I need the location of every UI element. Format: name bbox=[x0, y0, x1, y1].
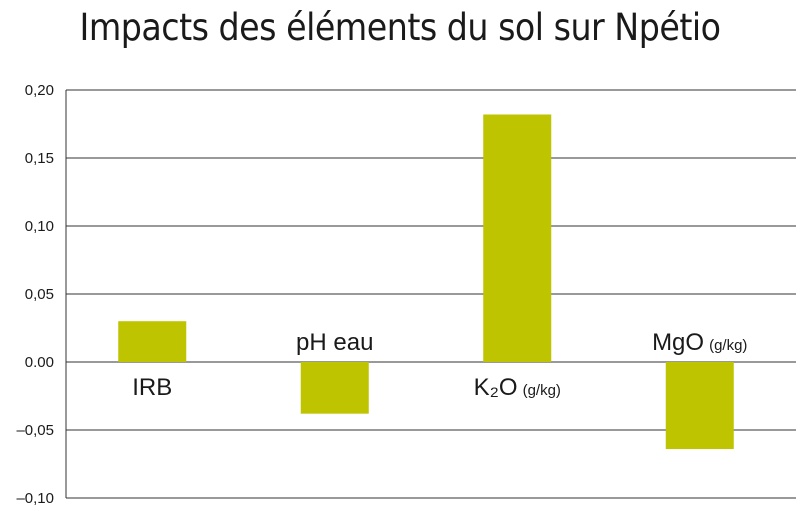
y-tick-label-3: 0,05 bbox=[25, 286, 54, 303]
bar-1 bbox=[300, 362, 369, 414]
category-unit-3: (g/kg) bbox=[709, 337, 747, 354]
bar-2 bbox=[483, 114, 552, 362]
bars bbox=[118, 114, 734, 450]
category-name-2: K₂O bbox=[474, 374, 518, 401]
y-tick-label-5: –0,05 bbox=[16, 422, 54, 439]
y-tick-label-6: –0,10 bbox=[16, 490, 54, 507]
bar-3 bbox=[665, 362, 734, 450]
chart-title: Impacts des éléments du sol sur Npétio bbox=[79, 6, 721, 49]
category-name-1: pH eau bbox=[296, 329, 373, 356]
category-name-3: MgO bbox=[652, 329, 704, 356]
y-tick-label-0: 0,20 bbox=[25, 82, 54, 99]
category-label-0: IRB bbox=[132, 374, 172, 401]
category-name-0: IRB bbox=[132, 374, 172, 401]
category-labels: IRB pH eau K₂O (g/kg) MgO (g/kg) bbox=[132, 329, 747, 401]
category-unit-2: (g/kg) bbox=[523, 382, 561, 399]
category-label-2: K₂O (g/kg) bbox=[474, 374, 561, 401]
y-tick-labels: 0,20 0,15 0,10 0,05 0.00 –0,05 –0,10 bbox=[16, 82, 54, 507]
category-label-3: MgO (g/kg) bbox=[652, 329, 747, 356]
category-label-1: pH eau bbox=[296, 329, 373, 356]
y-tick-label-2: 0,10 bbox=[25, 218, 54, 235]
bar-0 bbox=[118, 321, 187, 362]
y-tick-label-1: 0,15 bbox=[25, 150, 54, 167]
y-tick-label-4: 0.00 bbox=[25, 354, 54, 371]
